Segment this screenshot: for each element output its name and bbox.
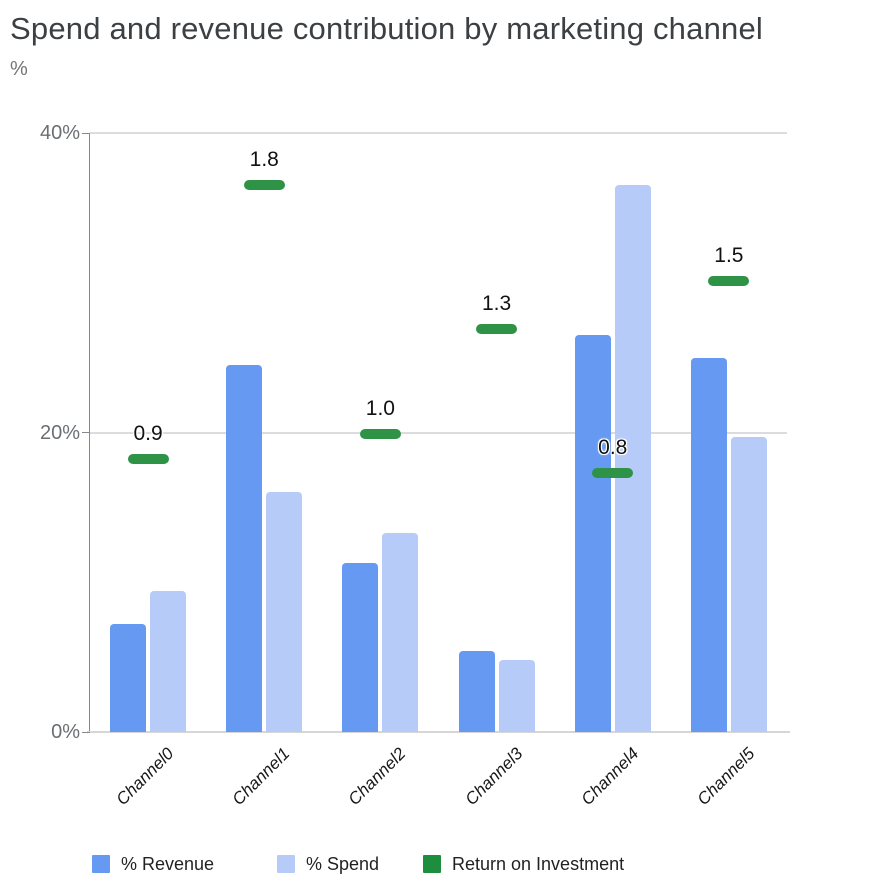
roi-marker-channel0[interactable] (127, 454, 169, 465)
bar-spend-channel5[interactable] (730, 437, 767, 732)
legend-item-revenue[interactable]: % Revenue (92, 853, 214, 875)
chart-title: Spend and revenue contribution by market… (10, 11, 763, 46)
plot-area: 0.9 1.8 1.0 1.3 0.8 1.5 (82, 132, 790, 733)
gridline-40% (90, 132, 787, 134)
roi-value-label-channel0: 0.9 (133, 422, 163, 446)
revenue-swatch (92, 855, 110, 873)
roi-marker-channel1[interactable] (243, 180, 285, 191)
y-tick-label: 40% (39, 122, 80, 144)
roi-value-label-channel3: 1.3 (481, 292, 512, 316)
bar-revenue-channel3[interactable] (458, 651, 495, 732)
roi-swatch (423, 855, 441, 873)
legend-label-spend: % Spend (306, 854, 380, 874)
y-tick-mark (82, 132, 90, 134)
bar-revenue-channel4[interactable] (574, 335, 611, 732)
roi-marker-channel3[interactable] (476, 324, 518, 335)
x-axis-label-channel3: Channel3 (461, 744, 527, 809)
bar-spend-channel4[interactable] (614, 185, 651, 732)
y-tick-mark (82, 731, 90, 733)
legend: % Revenue % Spend Return on Investment (0, 853, 884, 875)
spend-swatch (277, 855, 295, 873)
x-axis-label-channel4: Channel4 (577, 744, 643, 809)
roi-value-label-channel5: 1.5 (714, 244, 744, 268)
bar-revenue-channel0[interactable] (110, 624, 147, 732)
roi-marker-channel5[interactable] (708, 276, 750, 287)
y-tick-label: 20% (39, 421, 80, 444)
legend-item-spend[interactable]: % Spend (277, 853, 379, 875)
bar-spend-channel1[interactable] (266, 492, 303, 732)
bar-spend-channel2[interactable] (382, 532, 419, 732)
roi-value-label-channel1: 1.8 (249, 148, 279, 172)
legend-item-roi[interactable]: Return on Investment (423, 853, 624, 875)
x-axis-baseline (87, 731, 790, 733)
chart-subtitle: % (10, 58, 28, 80)
y-tick-mark (82, 432, 90, 433)
y-axis-line (89, 133, 90, 733)
gridline-20% (90, 431, 787, 434)
x-axis-label-channel1: Channel1 (228, 744, 294, 809)
bar-revenue-channel5[interactable] (690, 357, 727, 732)
roi-marker-channel4[interactable] (592, 467, 634, 478)
bar-revenue-channel1[interactable] (226, 365, 263, 732)
x-axis-label-channel5: Channel5 (693, 744, 759, 809)
roi-marker-channel2[interactable] (359, 429, 401, 439)
bar-revenue-channel2[interactable] (342, 562, 379, 732)
legend-label-revenue: % Revenue (121, 854, 215, 874)
bar-spend-channel3[interactable] (498, 660, 535, 732)
roi-value-label-channel4: 0.8 (598, 435, 628, 459)
legend-label-roi: Return on Investment (452, 854, 625, 874)
x-axis-label-channel2: Channel2 (344, 744, 410, 809)
y-tick-label: 0% (51, 721, 80, 743)
bar-spend-channel0[interactable] (150, 591, 187, 732)
x-axis-label-channel0: Channel0 (112, 744, 178, 809)
roi-value-label-channel2: 1.0 (365, 397, 395, 420)
